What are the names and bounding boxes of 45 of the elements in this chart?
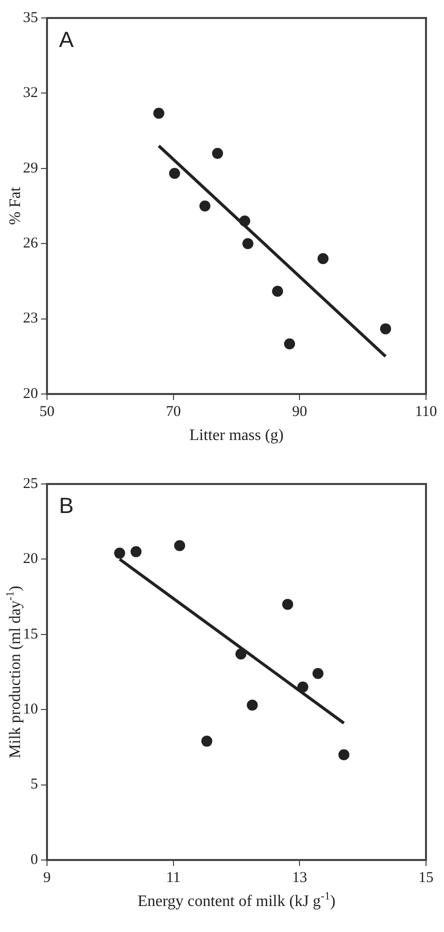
y-tick-label: 25 xyxy=(23,476,38,492)
point xyxy=(380,323,392,334)
point xyxy=(242,238,254,250)
point xyxy=(114,548,126,559)
point xyxy=(239,216,250,227)
y-tick-label: 20 xyxy=(23,551,38,568)
x-tick-label: 11 xyxy=(166,870,181,886)
x-tick-label: 90 xyxy=(292,404,308,420)
y-tick-label: 23 xyxy=(23,310,38,327)
point xyxy=(169,168,180,179)
point xyxy=(246,700,258,711)
y-tick-label: 29 xyxy=(23,160,38,176)
point xyxy=(174,540,186,552)
x-tick-label: 9 xyxy=(43,870,51,886)
y-tick-label: 35 xyxy=(23,10,38,26)
point xyxy=(212,148,224,159)
y-tick-label: 26 xyxy=(23,236,38,252)
point xyxy=(284,338,296,350)
point xyxy=(272,286,284,297)
x-tick-label: 50 xyxy=(40,404,54,420)
y-tick-label: 10 xyxy=(23,702,38,718)
x-tick-label: 110 xyxy=(415,404,437,420)
y-tick-label: 5 xyxy=(30,776,38,793)
point xyxy=(318,253,329,264)
point xyxy=(338,749,350,760)
point xyxy=(282,598,294,610)
point xyxy=(153,108,164,119)
x-axis-title: Litter mass (g) xyxy=(189,427,284,444)
annotation: B xyxy=(59,493,74,518)
y-axis-title: Milk production (ml day-1) xyxy=(4,586,24,758)
y-tick-label: 0 xyxy=(30,852,38,868)
point xyxy=(201,736,212,747)
point xyxy=(312,668,324,680)
x-tick-label: 13 xyxy=(292,870,308,886)
point xyxy=(130,546,142,558)
x-tick-label: 15 xyxy=(418,870,434,886)
annotation: A xyxy=(59,27,74,52)
point xyxy=(297,682,308,693)
point xyxy=(235,648,246,660)
point xyxy=(199,200,210,212)
y-tick-label: 20 xyxy=(23,386,38,402)
x-tick-label: 70 xyxy=(166,404,181,420)
y-tick-label: 32 xyxy=(23,85,38,102)
y-tick-label: 15 xyxy=(23,626,38,642)
y-axis-title: % Fat xyxy=(7,186,24,225)
